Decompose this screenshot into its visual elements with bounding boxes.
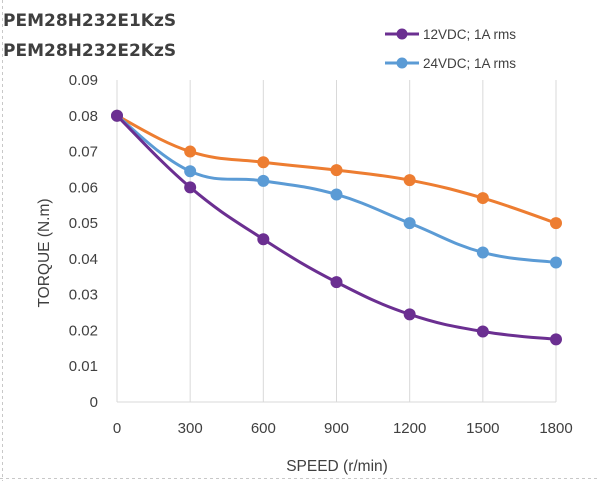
y-tick-label: 0 [90, 394, 98, 411]
data-point [476, 192, 489, 205]
legend-swatch-marker [396, 57, 408, 69]
legend-label: 12VDC; 1A rms [423, 27, 516, 42]
tick-labels: 0 0.01 0.02 0.03 0.04 0.05 0.06 0.07 0.08 0.09 0 30… [69, 72, 573, 437]
y-tick-label: 0.04 [69, 251, 98, 268]
data-point [403, 308, 416, 321]
data-point [184, 145, 197, 158]
x-tick-label: 1500 [466, 420, 499, 437]
data-point [550, 217, 562, 230]
x-tick-label: 600 [251, 420, 276, 437]
legend-entry-1: 12VDC; 1A rms [385, 27, 516, 42]
legend-swatch-marker [396, 28, 408, 40]
data-point [257, 156, 270, 169]
y-tick-label: 0.08 [69, 108, 98, 125]
data-point [330, 188, 343, 201]
data-point [476, 246, 489, 259]
legend-entry-2: 24VDC; 1A rms [385, 56, 516, 71]
data-point [184, 165, 197, 178]
data-point [330, 276, 343, 289]
data-point [184, 181, 197, 194]
legend-label: 24VDC; 1A rms [423, 56, 516, 71]
series-lines [111, 109, 562, 346]
x-tick-label: 300 [178, 420, 203, 437]
x-tick-label: 1200 [393, 420, 426, 437]
data-point [330, 164, 343, 177]
y-tick-label: 0.07 [69, 144, 98, 161]
legend: 12VDC; 1A rms 24VDC; 1A rms [385, 27, 516, 71]
data-point [550, 333, 562, 346]
x-tick-label: 0 [113, 420, 121, 437]
data-point [550, 256, 562, 269]
y-tick-label: 0.02 [69, 322, 98, 339]
chart-title-line-2: PEM28H232E2KzS [3, 41, 176, 61]
gridlines [116, 80, 557, 403]
series-3 [111, 109, 562, 230]
y-axis-title: TORQUE (N.m) [36, 198, 53, 307]
y-tick-label: 0.03 [69, 287, 98, 304]
x-tick-label: 900 [324, 420, 349, 437]
x-axis-title: SPEED (r/min) [286, 458, 388, 475]
y-tick-label: 0.09 [69, 72, 98, 89]
series-1 [111, 109, 562, 346]
data-point [111, 109, 123, 122]
data-point [403, 217, 416, 230]
data-point [403, 174, 416, 187]
x-tick-label: 1800 [539, 420, 572, 437]
data-point [257, 233, 270, 246]
y-tick-label: 0.01 [69, 358, 98, 375]
data-point [257, 174, 270, 187]
y-tick-label: 0.05 [69, 215, 98, 232]
data-point [476, 325, 489, 338]
chart-title-line-1: PEM28H232E1KzS [3, 11, 176, 31]
y-tick-label: 0.06 [69, 179, 98, 196]
